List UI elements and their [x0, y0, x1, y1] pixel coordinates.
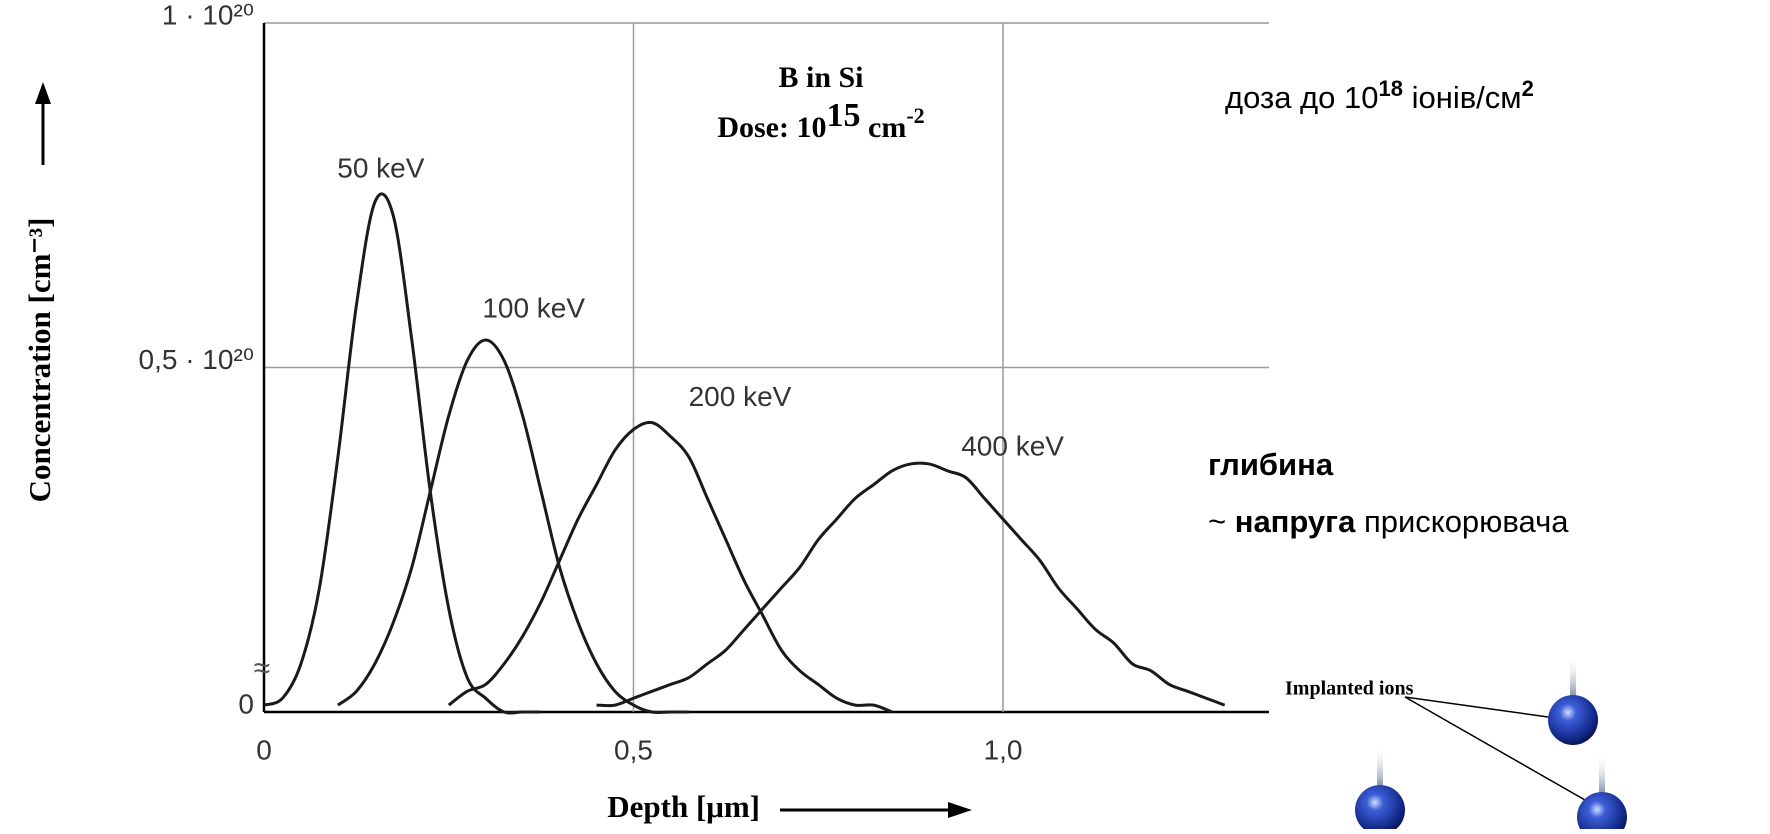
series-line [447, 420, 893, 714]
dose-unit-exp: -2 [906, 103, 924, 128]
y-axis-arrowhead [35, 82, 51, 104]
series-line [263, 192, 542, 715]
series-label: 200 keV [689, 381, 792, 412]
dose-note-text: доза до 10 [1225, 80, 1378, 115]
ion [1577, 792, 1627, 834]
x-axis-title: Depth [μm] [607, 789, 760, 824]
x-tick-label: 1,0 [984, 734, 1023, 765]
annotation-dose: Dose: 1015 cm-2 [717, 97, 924, 144]
series-line [337, 338, 689, 715]
dose-note-exp: 18 [1378, 76, 1402, 101]
dose-exp: 15 [827, 97, 861, 134]
dose-unit: cm [861, 111, 907, 144]
axis-break: ≈ [254, 652, 270, 685]
ion-trail [1570, 655, 1576, 695]
y-axis-title: Concentration [cm⁻³] [22, 218, 57, 503]
depth-title: глибина [1208, 447, 1334, 482]
chart: 0 0,5 · 10²⁰ 1 · 10²⁰ 0 0,5 1,0 50 keV 100 keV 2… [139, 0, 1269, 765]
dose-note-unit-exp: 2 [1522, 76, 1534, 101]
series-label: 100 keV [482, 292, 585, 323]
ion-trail [1599, 752, 1605, 792]
ion [1548, 695, 1598, 745]
ion-trail [1377, 745, 1383, 785]
dose-text: Dose: 10 [717, 111, 826, 144]
dose-note: доза до 1018 іонів/см2 [1225, 76, 1534, 115]
series-line [596, 461, 1226, 708]
pointer-line [1404, 696, 1556, 719]
annotation-title: B in Si [778, 61, 863, 94]
dose-note-unit: іонів/см [1403, 80, 1522, 115]
pointer-line [1404, 696, 1586, 801]
x-tick-label: 0 [256, 734, 272, 765]
y-tick-label: 1 · 10²⁰ [162, 0, 254, 30]
figure-label: Implanted ions [1285, 678, 1414, 700]
voltage-word: напруга [1235, 504, 1356, 539]
y-tick-label: 0 [238, 688, 254, 719]
accelerator-word: прискорювача [1355, 504, 1569, 539]
voltage-line: ~ напруга прискорювача [1208, 504, 1569, 539]
series-label: 400 keV [961, 430, 1064, 461]
series-label: 50 keV [337, 153, 424, 184]
x-axis-arrowhead [948, 802, 972, 818]
y-tick-label: 0,5 · 10²⁰ [139, 344, 255, 375]
ions-figure: Implanted ions [1285, 655, 1627, 834]
tilde: ~ [1208, 504, 1235, 539]
x-tick-label: 0,5 [614, 734, 653, 765]
ion [1355, 785, 1405, 834]
